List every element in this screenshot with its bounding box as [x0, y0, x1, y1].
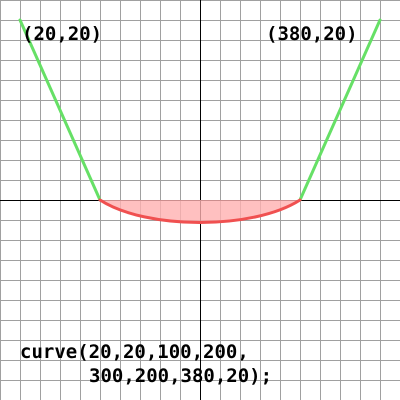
guide-line-right — [298, 18, 382, 202]
code-line-2: 300,200,380,20); — [89, 365, 272, 387]
start-point-label: (20,20) — [22, 23, 102, 45]
code-line-1: curve(20,20,100,200, — [20, 341, 249, 363]
catmull-rom-curve — [98, 198, 302, 224]
end-point-label: (380,20) — [266, 23, 358, 45]
guide-line-left — [18, 18, 102, 202]
curve-fill-region — [100, 200, 300, 223]
